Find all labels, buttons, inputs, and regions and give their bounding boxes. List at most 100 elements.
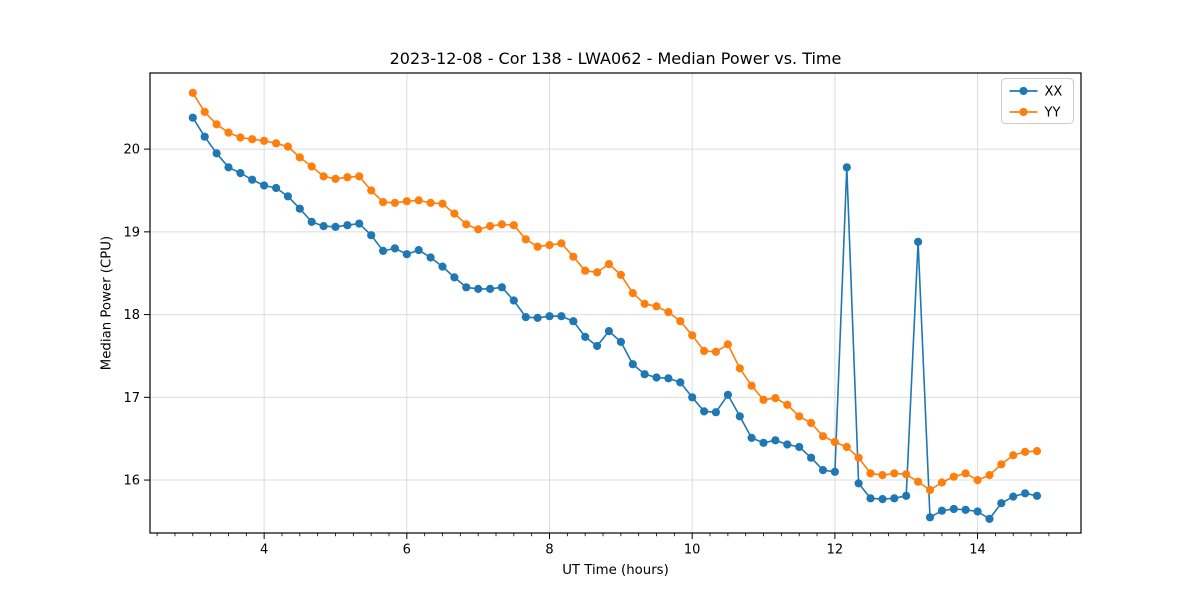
data-point-yy [890,469,899,478]
data-point-xx [343,221,352,230]
legend-label-xx: XX [1045,85,1063,100]
series-line-xx [192,117,1038,520]
data-point-xx [997,499,1006,508]
data-point-yy [450,209,459,218]
data-point-xx [1021,489,1030,498]
data-point-yy [509,221,518,230]
data-point-yy [438,199,447,208]
data-point-yy [866,469,875,478]
data-point-yy [188,88,197,97]
data-point-yy [902,470,911,479]
data-point-xx [390,244,399,253]
data-point-yy [331,174,340,183]
x-tick-label: 12 [827,543,844,558]
data-point-yy [949,472,958,481]
y-axis-label: Median Power (CPU) [99,235,115,371]
data-point-xx [866,494,875,503]
data-point-xx [949,504,958,514]
data-point-xx [283,192,292,201]
data-point-xx [497,283,506,292]
data-point-yy [854,453,863,462]
data-point-yy [878,471,887,480]
data-point-yy [1032,447,1042,456]
data-point-yy [997,460,1006,469]
x-tick-label: 14 [969,543,986,558]
legend-label-yy: YY [1044,106,1061,121]
data-point-yy [379,198,388,207]
data-point-xx [224,163,233,172]
data-point-xx [771,436,780,445]
data-point-yy [925,485,935,495]
data-point-xx [236,169,245,178]
data-point-xx [462,283,471,292]
data-point-xx [307,217,316,226]
data-point-xx [735,412,744,421]
data-point-xx [616,337,626,346]
data-point-xx [212,149,221,158]
x-tick-label: 8 [545,543,553,558]
data-point-yy [937,478,947,487]
data-point-yy [343,173,352,182]
data-point-xx [604,327,614,336]
data-point-xx [260,181,269,190]
data-point-yy [260,136,269,145]
data-point-xx [557,312,566,321]
data-point-yy [200,107,209,116]
data-point-xx [985,514,994,524]
data-point-xx [818,466,828,475]
data-point-xx [925,513,935,522]
series-line-yy [192,92,1038,491]
data-point-xx [759,438,768,447]
chart-title: 2023-12-08 - Cor 138 - LWA062 - Median P… [389,49,842,68]
legend-marker-yy [1019,107,1028,117]
data-point-xx [807,453,816,462]
data-point-xx [367,231,376,240]
data-point-xx [902,491,911,500]
data-point-yy [557,239,566,248]
data-point-yy [521,235,530,244]
data-point-yy [295,153,304,162]
data-point-yy [985,471,994,480]
data-point-xx [331,222,340,231]
data-point-xx [581,332,590,341]
data-point-xx [961,505,970,514]
data-point-yy [272,139,281,148]
data-point-xx [652,373,661,382]
y-tick-label: 17 [123,391,140,406]
y-tick-label: 20 [123,143,140,158]
data-point-xx [521,313,530,322]
y-tick-label: 19 [123,225,140,240]
data-point-yy [604,260,614,269]
data-point-xx [355,219,364,228]
data-point-xx [474,284,483,293]
data-point-yy [664,308,673,317]
data-point-xx [200,132,209,141]
data-point-yy [973,476,982,485]
data-point-xx [723,390,733,399]
data-point-yy [961,469,970,478]
data-point-yy [569,252,578,261]
data-point-yy [367,186,376,195]
data-point-yy [497,220,506,229]
data-point-yy [640,299,649,308]
data-point-xx [854,479,863,488]
data-point-xx [379,246,388,255]
data-point-yy [914,477,923,486]
data-point-yy [1021,447,1030,456]
data-point-yy [818,432,828,441]
x-tick-label: 4 [260,543,268,558]
legend-box [1001,78,1074,124]
data-point-yy [747,381,756,390]
data-point-yy [652,302,661,311]
data-point-yy [700,346,709,356]
data-point-xx [711,408,721,417]
x-axis-label: UT Time (hours) [562,563,669,578]
data-point-yy [711,347,721,356]
data-point-yy [581,266,590,275]
data-point-xx [414,246,423,255]
data-point-yy [616,270,626,279]
data-point-yy [628,289,637,298]
data-point-xx [569,317,578,326]
data-point-xx [890,494,899,503]
